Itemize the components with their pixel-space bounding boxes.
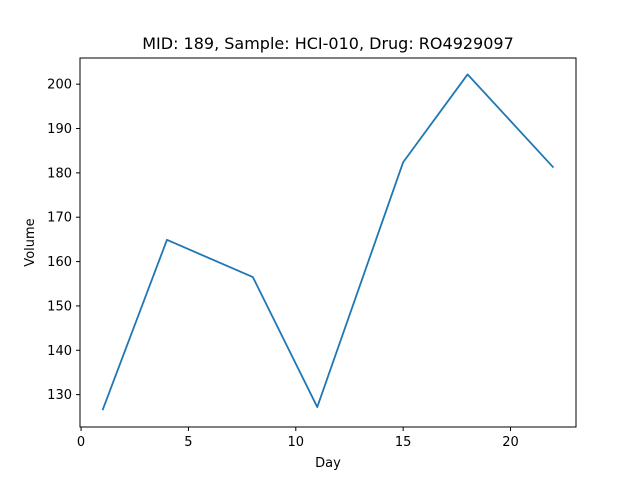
x-tick-label: 20	[502, 435, 519, 450]
y-tick-label: 170	[47, 211, 72, 226]
y-tick-label: 200	[47, 78, 72, 93]
x-tick-label: 15	[395, 435, 412, 450]
y-tick-label: 130	[47, 388, 72, 403]
y-tick-label: 190	[47, 122, 72, 137]
x-tick-label: 10	[288, 435, 305, 450]
y-tick-label: 150	[47, 299, 72, 314]
x-axis-ticks: 0 5 10 15 20	[77, 427, 519, 450]
chart-title: MID: 189, Sample: HCI-010, Drug: RO49290…	[142, 34, 514, 53]
y-axis-ticks: 130 140 150 160 170 180 190 200	[47, 78, 80, 403]
y-axis-label: Volume	[23, 218, 38, 266]
axes-frame	[79, 57, 577, 428]
x-axis-label: Day	[315, 456, 341, 471]
x-tick-label: 5	[184, 435, 192, 450]
series-line-0	[101, 73, 555, 411]
y-tick-label: 140	[47, 344, 72, 359]
y-tick-label: 180	[47, 166, 72, 181]
plot-area	[101, 73, 555, 411]
x-tick-label: 0	[77, 435, 85, 450]
y-tick-label: 160	[47, 255, 72, 270]
